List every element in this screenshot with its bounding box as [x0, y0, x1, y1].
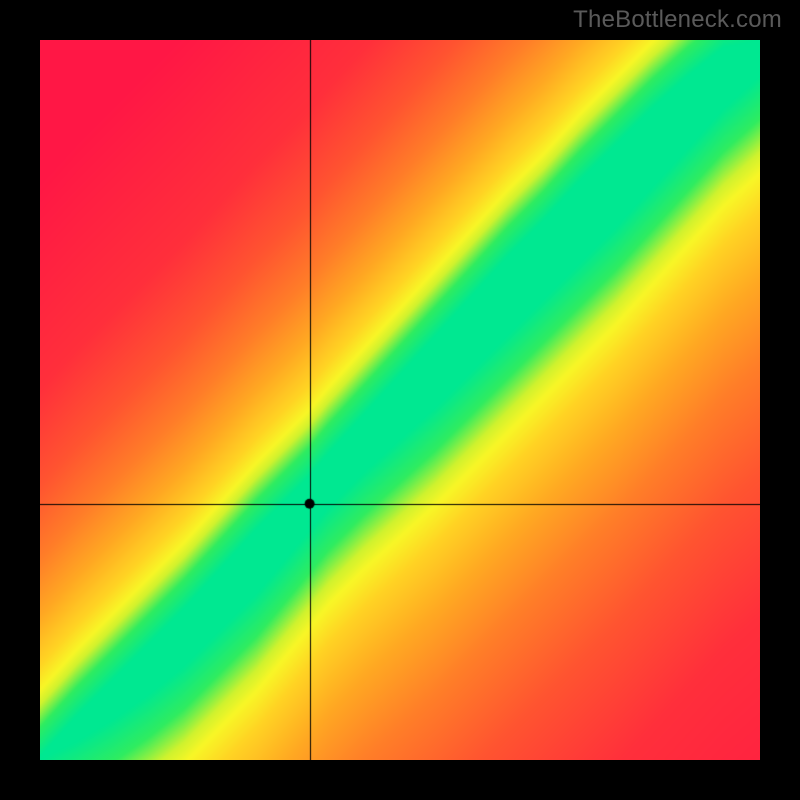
watermark-text: TheBottleneck.com — [573, 6, 782, 34]
chart-container: TheBottleneck.com — [0, 0, 800, 800]
heatmap-canvas — [40, 40, 760, 760]
